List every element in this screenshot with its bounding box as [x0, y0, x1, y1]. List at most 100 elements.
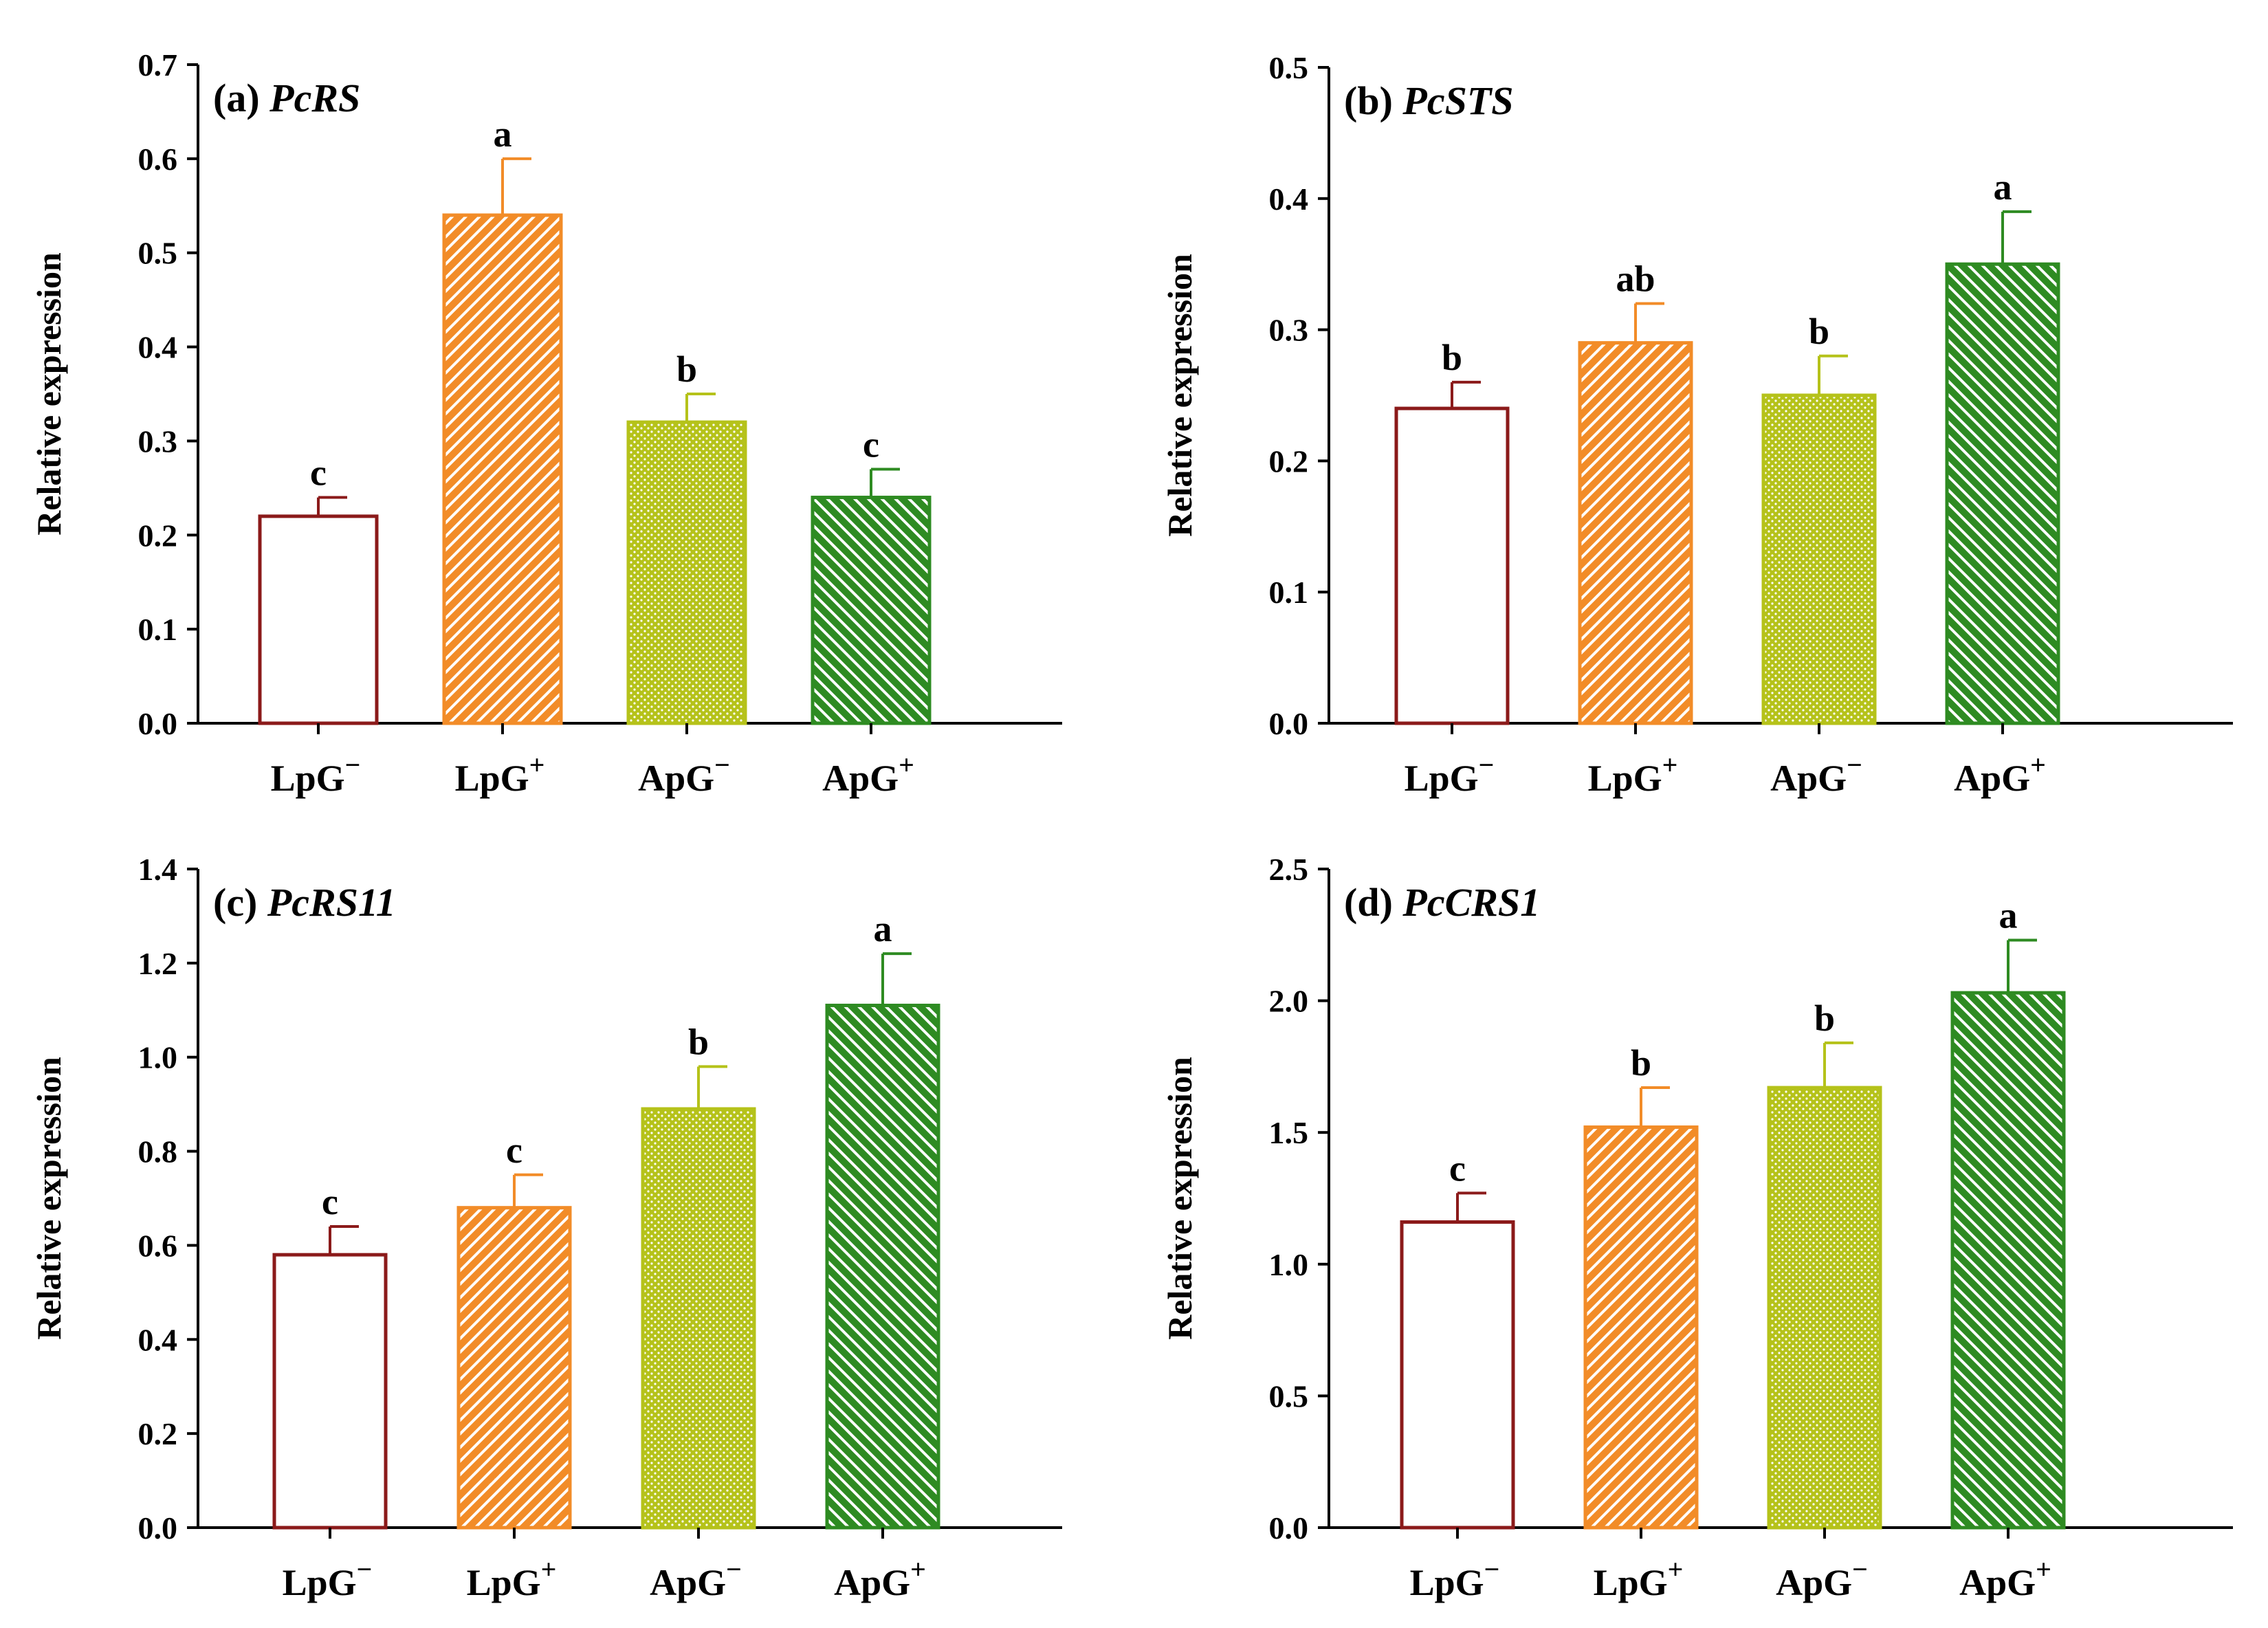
bar-apg-minus — [626, 420, 747, 725]
gene-name: PcCRS1 — [1402, 880, 1540, 925]
category-sup: + — [2036, 1554, 2051, 1585]
category-sup: + — [1668, 1554, 1684, 1585]
category-base: ApG — [638, 758, 714, 799]
category-base: ApG — [1959, 1562, 2036, 1603]
category-sup: − — [726, 1554, 742, 1585]
bar-lpg-minus — [1400, 1220, 1515, 1530]
gene-name: PcRS11 — [267, 880, 396, 925]
category-label-lpg-plus: LpG+ — [1594, 1554, 1684, 1603]
panel-title: (c) PcRS11 — [213, 880, 396, 925]
y-tick-label: 1.4 — [138, 852, 178, 887]
bar-apg-plus — [1945, 262, 2060, 725]
gene-name: PcSTS — [1402, 78, 1513, 123]
y-tick-label: 0.6 — [138, 142, 178, 177]
category-label-apg-plus: ApG+ — [1959, 1554, 2051, 1603]
category-base: ApG — [834, 1562, 910, 1603]
panel-letter: (a) — [213, 76, 269, 120]
category-base: LpG — [271, 758, 345, 799]
y-tick-label: 0.0 — [138, 1510, 178, 1546]
y-axis-title: Relative expression — [30, 1057, 68, 1340]
panel-letter: (b) — [1344, 78, 1402, 123]
significance-letter: c — [322, 1181, 338, 1222]
category-base: LpG — [1588, 758, 1662, 799]
category-label-apg-minus: ApG− — [638, 749, 730, 799]
y-tick-label: 2.0 — [1269, 984, 1309, 1019]
category-sup: − — [357, 1554, 373, 1585]
significance-letter: b — [1814, 998, 1835, 1039]
category-label-apg-minus: ApG− — [650, 1554, 742, 1603]
panel-letter: (c) — [213, 880, 267, 925]
panel-d: 0.0 0.5 1.0 1.5 2.0 2.5 Relative expression (d)… — [1160, 852, 2233, 1603]
y-axis-title: Relative expression — [1160, 254, 1199, 537]
category-base: LpG — [1594, 1562, 1668, 1603]
y-tick-label: 1.0 — [1269, 1247, 1309, 1282]
y-tick-label: 0.5 — [1269, 1378, 1309, 1414]
category-sup: + — [529, 749, 545, 780]
significance-letter: c — [310, 452, 327, 494]
significance-letter: b — [1442, 337, 1462, 378]
y-tick-label: 0.1 — [1269, 575, 1309, 610]
y-tick-label: 0.0 — [1269, 706, 1309, 741]
significance-letter: b — [1631, 1042, 1651, 1084]
y-tick-label: 1.2 — [138, 946, 178, 981]
y-tick-label: 0.4 — [138, 330, 178, 365]
bar-lpg-minus — [1394, 406, 1510, 725]
y-tick-label: 0.5 — [138, 236, 178, 271]
panel-title: (a) PcRS — [213, 76, 360, 120]
y-tick-label: 0.0 — [1269, 1510, 1309, 1546]
gene-name: PcRS — [269, 76, 360, 120]
category-base: ApG — [1770, 758, 1847, 799]
bar-apg-plus — [825, 1003, 940, 1530]
category-base: ApG — [1954, 758, 2030, 799]
bar-apg-minus — [1767, 1086, 1882, 1530]
panel-letter: (d) — [1344, 880, 1402, 925]
category-sup: − — [345, 749, 361, 780]
significance-letter: a — [1999, 894, 2018, 936]
y-tick-label: 1.5 — [1269, 1115, 1309, 1150]
bar-lpg-plus — [1583, 1125, 1699, 1530]
panel-title: (b) PcSTS — [1344, 78, 1514, 123]
category-sup: + — [541, 1554, 557, 1585]
y-tick-label: 0.2 — [138, 518, 178, 553]
category-label-apg-plus: ApG+ — [822, 749, 914, 799]
bar-apg-plus — [1950, 991, 2066, 1530]
category-sup: − — [1484, 1554, 1500, 1585]
category-base: ApG — [822, 758, 899, 799]
category-label-apg-plus: ApG+ — [1954, 749, 2046, 799]
category-base: LpG — [1405, 758, 1479, 799]
category-label-apg-minus: ApG− — [1776, 1554, 1868, 1603]
bar-lpg-minus — [272, 1253, 388, 1530]
significance-letter: ab — [1616, 258, 1655, 299]
y-tick-label: 0.6 — [138, 1228, 178, 1263]
category-base: LpG — [455, 758, 529, 799]
bar-apg-plus — [811, 496, 932, 725]
significance-letter: c — [1449, 1147, 1466, 1189]
category-sup: − — [1852, 1554, 1868, 1585]
y-tick-label: 0.7 — [138, 47, 178, 82]
category-label-apg-minus: ApG− — [1770, 749, 1862, 799]
category-base: LpG — [283, 1562, 357, 1603]
significance-letter: c — [506, 1130, 522, 1171]
y-tick-label: 0.2 — [138, 1416, 178, 1451]
category-sup: + — [910, 1554, 926, 1585]
category-sup: + — [1662, 749, 1678, 780]
category-label-lpg-minus: LpG− — [283, 1554, 373, 1603]
category-label-lpg-plus: LpG+ — [1588, 749, 1678, 799]
panel-a: 0.0 0.1 0.2 0.3 0.4 0.5 0.6 0.7 Relative express… — [30, 47, 1062, 799]
significance-letter: b — [688, 1021, 709, 1062]
y-tick-label: 0.3 — [1269, 313, 1309, 348]
y-tick-label: 0.2 — [1269, 443, 1309, 478]
category-sup: + — [2030, 749, 2046, 780]
bar-lpg-plus — [1578, 341, 1693, 725]
y-tick-label: 0.4 — [138, 1322, 178, 1357]
category-label-lpg-plus: LpG+ — [455, 749, 545, 799]
significance-letter: c — [863, 424, 879, 465]
significance-letter: a — [1994, 166, 2012, 208]
category-base: LpG — [1410, 1562, 1484, 1603]
bar-apg-minus — [1761, 393, 1877, 725]
category-base: LpG — [467, 1562, 541, 1603]
y-tick-label: 0.1 — [138, 612, 178, 647]
significance-letter: a — [874, 908, 892, 949]
y-tick-label: 1.0 — [138, 1040, 178, 1075]
bar-lpg-plus — [456, 1206, 572, 1530]
